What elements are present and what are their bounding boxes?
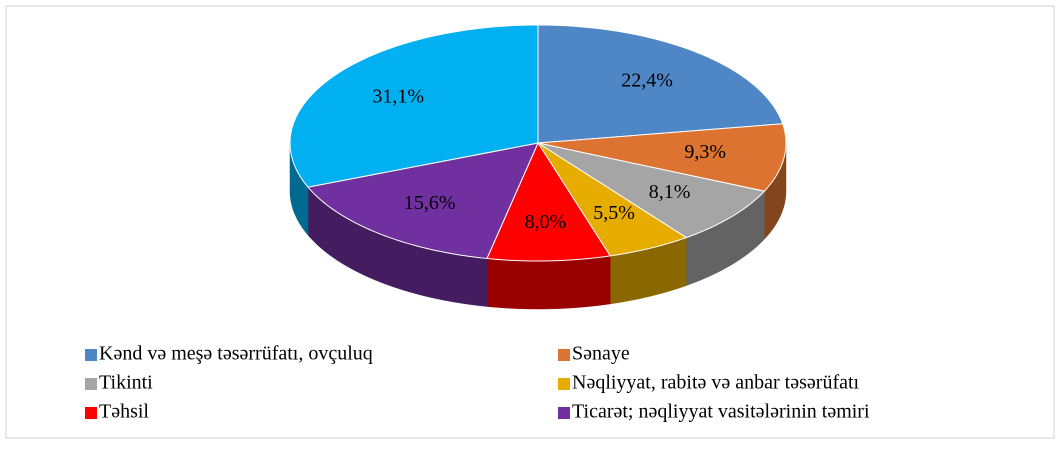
data-label: 8,1% xyxy=(649,181,691,203)
pie-slice xyxy=(537,142,766,239)
legend-label: Sənaye xyxy=(572,343,630,365)
pie-slice xyxy=(289,24,539,188)
data-label: 8,0% xyxy=(525,211,567,233)
pie-slice xyxy=(537,123,787,192)
legend-swatch xyxy=(85,349,97,361)
legend-swatch xyxy=(558,378,570,390)
data-label: 15,6% xyxy=(404,192,456,214)
legend-label: Təhsil xyxy=(99,401,149,423)
pie-slice xyxy=(307,142,539,260)
legend-label: Ticarət; nəqliyyat vasitələrinin təmiri xyxy=(572,401,870,423)
data-label: 5,5% xyxy=(593,202,635,224)
pie-slice-side xyxy=(486,255,611,310)
legend-label: Kənd və meşə təsərrüfatı, ovçuluq xyxy=(99,343,373,365)
data-label: 31,1% xyxy=(372,86,424,108)
legend-swatch xyxy=(558,407,570,419)
pie-slice xyxy=(537,24,784,144)
pie-slice xyxy=(537,142,688,257)
data-label: 22,4% xyxy=(621,69,673,91)
legend-label: Nəqliyyat, rabitə və anbar təsərüfatı xyxy=(572,372,860,394)
legend-swatch xyxy=(85,407,97,419)
legend-label: Tikinti xyxy=(99,372,153,394)
legend-swatch xyxy=(85,378,97,390)
legend-swatch xyxy=(558,349,570,361)
data-label: 9,3% xyxy=(684,141,726,163)
pie-slice xyxy=(486,141,612,262)
